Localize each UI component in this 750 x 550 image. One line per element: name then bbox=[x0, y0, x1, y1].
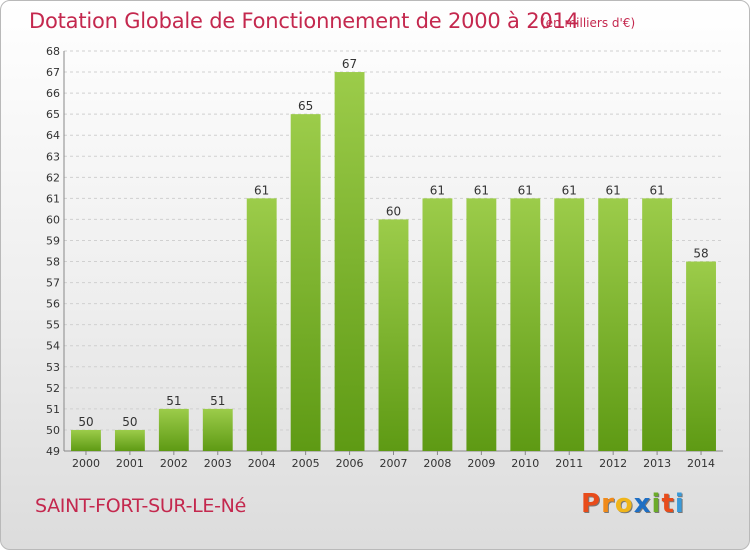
x-tick-label-2006: 2006 bbox=[336, 457, 364, 470]
bar-2002 bbox=[158, 408, 189, 451]
y-tick-label: 59 bbox=[46, 234, 60, 247]
bar-2013 bbox=[642, 198, 673, 451]
x-tick-label-2005: 2005 bbox=[292, 457, 320, 470]
proxiti-logo: Proxiti bbox=[581, 489, 685, 519]
x-tick-label-2000: 2000 bbox=[72, 457, 100, 470]
logo-letter: P bbox=[581, 489, 602, 519]
y-tick-label: 60 bbox=[46, 213, 60, 226]
data-label-2014: 58 bbox=[693, 247, 708, 261]
bar-2008 bbox=[422, 198, 453, 451]
y-tick-label: 53 bbox=[46, 361, 60, 374]
y-tick-label: 61 bbox=[46, 192, 60, 205]
y-tick-label: 64 bbox=[46, 129, 60, 142]
bar-2014 bbox=[686, 261, 716, 451]
logo-letter: t bbox=[661, 489, 675, 519]
data-label-2013: 61 bbox=[649, 183, 664, 197]
logo-letter: i bbox=[674, 489, 685, 519]
bar-2010 bbox=[510, 198, 541, 451]
data-label-2004: 61 bbox=[254, 183, 269, 197]
bar-2009 bbox=[466, 198, 497, 451]
bars bbox=[71, 72, 716, 451]
chart-title: Dotation Globale de Fonctionnement de 20… bbox=[29, 9, 579, 33]
y-tick-label: 67 bbox=[46, 66, 60, 79]
x-tick-label-2008: 2008 bbox=[423, 457, 451, 470]
data-label-2000: 50 bbox=[78, 415, 93, 429]
data-label-2001: 50 bbox=[122, 415, 137, 429]
bar-2004 bbox=[246, 198, 277, 451]
y-tick-label: 63 bbox=[46, 150, 60, 163]
x-tick-label-2001: 2001 bbox=[116, 457, 144, 470]
y-tick-label: 52 bbox=[46, 382, 60, 395]
data-label-2011: 61 bbox=[562, 183, 577, 197]
logo-letter: x bbox=[633, 489, 652, 519]
x-tick-label-2007: 2007 bbox=[380, 457, 408, 470]
bar-2007 bbox=[378, 219, 409, 451]
y-tick-label: 49 bbox=[46, 445, 60, 458]
bar-2000 bbox=[71, 429, 101, 451]
logo-letter: i bbox=[651, 489, 662, 519]
y-tick-label: 58 bbox=[46, 256, 60, 269]
y-tick-label: 57 bbox=[46, 277, 60, 290]
chart-unit: (en milliers d'€) bbox=[541, 16, 636, 30]
data-label-2005: 65 bbox=[298, 99, 313, 113]
x-tick-label-2002: 2002 bbox=[160, 457, 188, 470]
data-label-2002: 51 bbox=[166, 394, 181, 408]
bar-2001 bbox=[114, 429, 145, 451]
data-label-2008: 61 bbox=[430, 183, 445, 197]
y-tick-label: 65 bbox=[46, 108, 60, 121]
y-tick-label: 50 bbox=[46, 424, 60, 437]
x-tick-label-2003: 2003 bbox=[204, 457, 232, 470]
data-label-2007: 60 bbox=[386, 204, 401, 218]
bar-2003 bbox=[202, 408, 233, 451]
y-tick-label: 55 bbox=[46, 319, 60, 332]
y-tick-label: 62 bbox=[46, 171, 60, 184]
data-label-2010: 61 bbox=[518, 183, 533, 197]
x-tick-label-2013: 2013 bbox=[643, 457, 671, 470]
data-label-2003: 51 bbox=[210, 394, 225, 408]
x-tick-label-2010: 2010 bbox=[511, 457, 539, 470]
bar-2011 bbox=[554, 198, 585, 451]
y-tick-label: 51 bbox=[46, 403, 60, 416]
x-tick-label-2009: 2009 bbox=[467, 457, 495, 470]
data-labels: 50 50 51 51 61 65 67 60 61 61 61 61 61 61 58 bbox=[78, 57, 708, 429]
data-label-2006: 67 bbox=[342, 57, 357, 71]
bar-2005 bbox=[290, 114, 321, 451]
axes: 49 50 51 52 53 54 55 56 57 58 59 60 61 62 63 64 65 66 67 68… bbox=[46, 45, 723, 470]
x-tick-label-2011: 2011 bbox=[555, 457, 583, 470]
y-tick-label: 54 bbox=[46, 340, 60, 353]
logo-letter: r bbox=[601, 489, 615, 519]
x-tick-label-2014: 2014 bbox=[687, 457, 715, 470]
bar-chart: 49 50 51 52 53 54 55 56 57 58 59 60 61 62 63 64 65 66 67 68… bbox=[46, 45, 723, 470]
logo-letter: o bbox=[614, 489, 634, 519]
bar-2006 bbox=[334, 72, 365, 451]
x-tick-label-2012: 2012 bbox=[599, 457, 627, 470]
y-tick-label: 66 bbox=[46, 87, 60, 100]
y-tick-label: 56 bbox=[46, 298, 60, 311]
x-tick-label-2004: 2004 bbox=[248, 457, 276, 470]
y-tick-label: 68 bbox=[46, 45, 60, 58]
data-label-2009: 61 bbox=[474, 183, 489, 197]
commune-name: SAINT-FORT-SUR-LE-Né bbox=[35, 495, 246, 517]
bar-2012 bbox=[598, 198, 629, 451]
data-label-2012: 61 bbox=[606, 183, 621, 197]
